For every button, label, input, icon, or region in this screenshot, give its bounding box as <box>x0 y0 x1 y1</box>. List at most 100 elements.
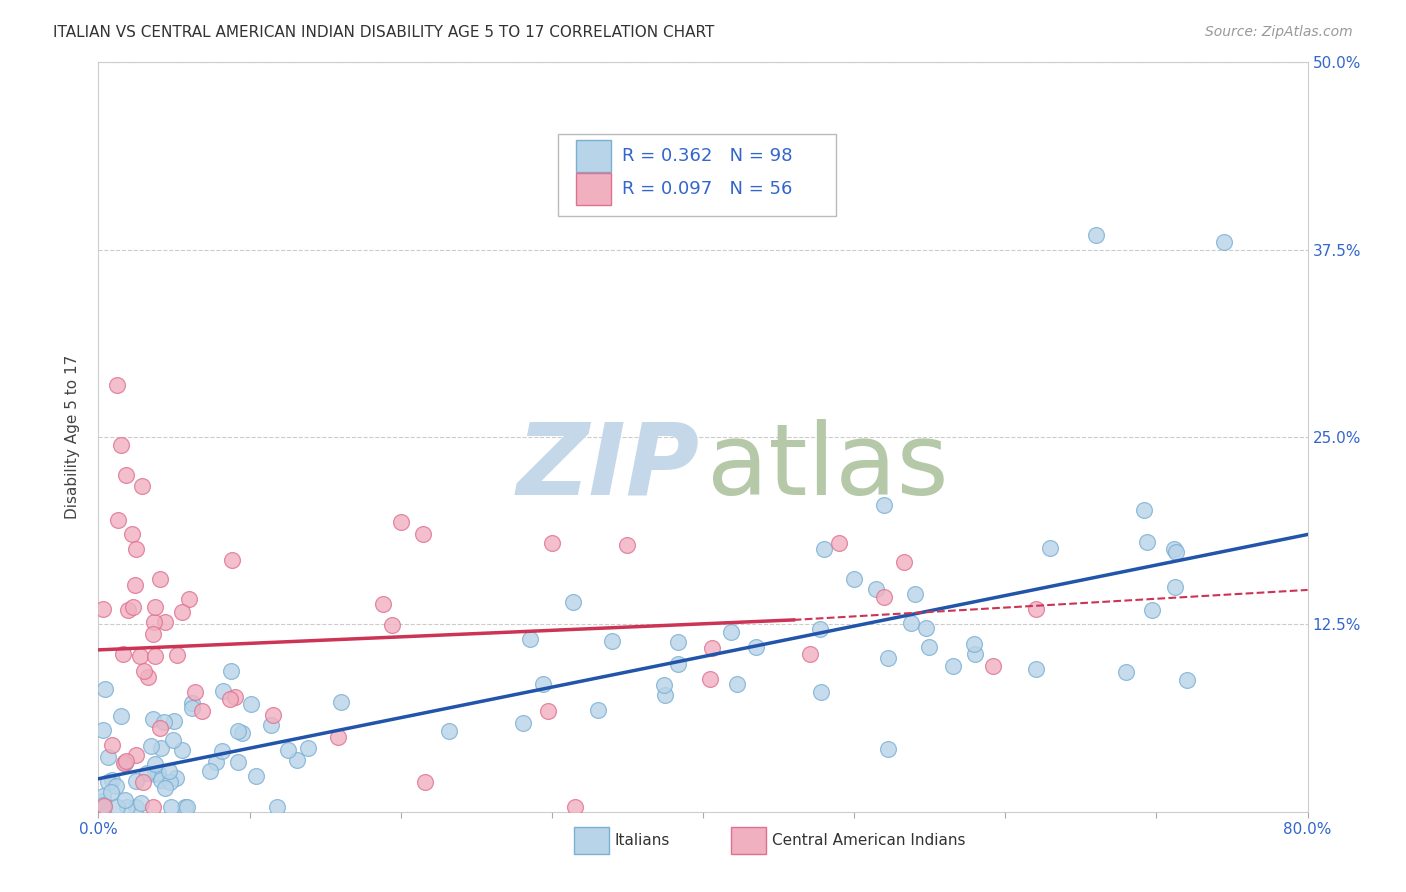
Point <box>117 603 139 617</box>
Point <box>121 527 143 541</box>
Point <box>413 775 436 789</box>
FancyBboxPatch shape <box>731 828 766 855</box>
Point <box>91 602 114 616</box>
Point <box>173 800 195 814</box>
Point <box>114 467 136 482</box>
Point <box>180 696 202 710</box>
Point <box>93 798 115 813</box>
Point <box>149 721 172 735</box>
Point <box>125 773 148 788</box>
Point <box>1142 603 1164 617</box>
Point <box>412 527 434 541</box>
Point <box>1163 541 1185 556</box>
Point <box>262 707 284 722</box>
Point <box>143 615 166 630</box>
Point <box>104 779 127 793</box>
Point <box>142 712 165 726</box>
Point <box>564 800 586 814</box>
Point <box>172 742 194 756</box>
Point <box>143 600 166 615</box>
Point <box>159 775 181 789</box>
Point <box>112 756 135 770</box>
FancyBboxPatch shape <box>574 828 609 855</box>
Point <box>616 538 638 552</box>
Point <box>266 800 288 814</box>
FancyBboxPatch shape <box>576 173 612 205</box>
Point <box>745 640 768 654</box>
Point <box>101 772 124 787</box>
Point <box>142 800 165 814</box>
Point <box>112 647 135 661</box>
Point <box>97 750 120 764</box>
Point <box>1164 545 1187 559</box>
Point <box>541 535 564 549</box>
Point <box>537 705 560 719</box>
Point <box>531 677 554 691</box>
Point <box>652 678 675 692</box>
Point <box>512 715 534 730</box>
Point <box>586 703 609 717</box>
Point <box>918 640 941 654</box>
Point <box>963 637 986 651</box>
Point <box>260 718 283 732</box>
Point <box>981 659 1004 673</box>
Point <box>1085 227 1108 242</box>
Point <box>162 733 184 747</box>
Point <box>219 664 242 678</box>
Point <box>105 377 128 392</box>
Point <box>900 616 922 631</box>
Point <box>124 578 146 592</box>
Point <box>128 648 150 663</box>
Point <box>97 774 120 789</box>
Point <box>115 800 138 814</box>
Point <box>389 516 412 530</box>
Point <box>600 633 623 648</box>
Point <box>226 724 249 739</box>
Point <box>381 618 404 632</box>
Point <box>165 771 187 785</box>
Point <box>157 764 180 778</box>
Point <box>877 651 900 665</box>
Point <box>191 704 214 718</box>
FancyBboxPatch shape <box>558 134 837 216</box>
Point <box>142 627 165 641</box>
Point <box>91 789 114 803</box>
Point <box>942 658 965 673</box>
Point <box>155 781 177 796</box>
Point <box>799 648 821 662</box>
Point <box>134 665 156 679</box>
Point <box>110 709 132 723</box>
Text: atlas: atlas <box>707 418 948 516</box>
Point <box>205 755 228 769</box>
Point <box>297 741 319 756</box>
Point <box>136 670 159 684</box>
Point <box>180 700 202 714</box>
Text: R = 0.097   N = 56: R = 0.097 N = 56 <box>621 180 793 198</box>
Point <box>813 542 835 557</box>
Point <box>183 685 205 699</box>
Text: Italians: Italians <box>614 833 671 848</box>
Point <box>100 785 122 799</box>
Point <box>107 512 129 526</box>
Text: ITALIAN VS CENTRAL AMERICAN INDIAN DISABILITY AGE 5 TO 17 CORRELATION CHART: ITALIAN VS CENTRAL AMERICAN INDIAN DISAB… <box>53 25 714 40</box>
Point <box>94 681 117 696</box>
Point <box>132 775 155 789</box>
Point <box>122 600 145 615</box>
Point <box>131 796 153 810</box>
Text: R = 0.362   N = 98: R = 0.362 N = 98 <box>621 147 793 165</box>
Point <box>893 555 915 569</box>
Point <box>179 592 201 607</box>
Point <box>91 794 114 808</box>
Point <box>873 591 896 605</box>
Point <box>163 714 186 728</box>
Point <box>114 793 136 807</box>
Point <box>212 684 235 698</box>
Point <box>699 673 721 687</box>
Point <box>277 743 299 757</box>
Point <box>200 764 222 778</box>
Point <box>218 692 240 706</box>
Point <box>125 542 148 557</box>
Point <box>149 741 172 756</box>
Point <box>1024 662 1046 676</box>
Point <box>172 605 194 619</box>
